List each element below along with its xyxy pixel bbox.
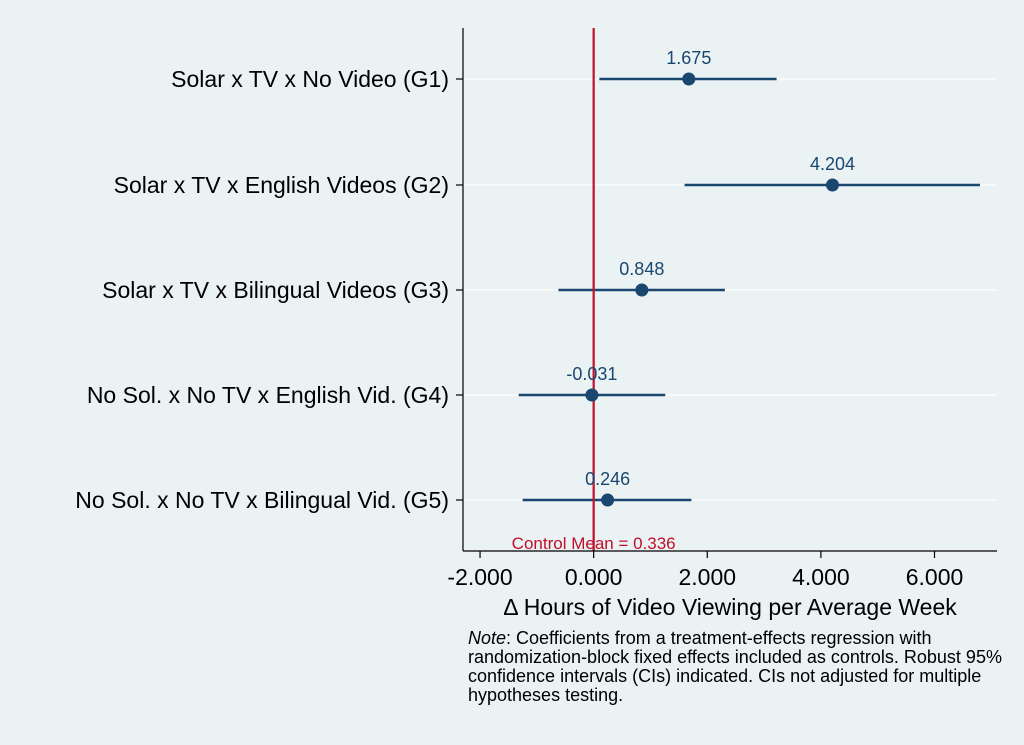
estimate-points <box>585 72 839 507</box>
value-label: 4.204 <box>810 154 855 174</box>
value-label: 0.246 <box>585 469 630 489</box>
estimate-point <box>601 493 615 507</box>
x-tick-label: 6.000 <box>906 564 964 590</box>
estimate-point <box>585 388 599 402</box>
value-label: 1.675 <box>666 48 711 68</box>
estimate-point <box>825 178 839 192</box>
value-label: -0.031 <box>566 364 617 384</box>
category-label: No Sol. x No TV x Bilingual Vid. (G5) <box>75 487 449 513</box>
note-prefix: Note <box>468 628 507 648</box>
note-text: : Coefficients from a treatment-effects … <box>468 628 1002 705</box>
value-labels: 1.675 4.204 0.848 -0.031 0.246 <box>566 48 855 489</box>
x-tick-label: -2.000 <box>447 564 512 590</box>
category-label: Solar x TV x Bilingual Videos (G3) <box>102 277 449 303</box>
category-label: Solar x TV x English Videos (G2) <box>114 172 449 198</box>
category-labels: Solar x TV x No Video (G1) Solar x TV x E… <box>75 66 449 513</box>
grid-lines <box>456 78 997 501</box>
x-axis-title: Δ Hours of Video Viewing per Average Wee… <box>503 594 957 620</box>
x-tick-label: 4.000 <box>792 564 850 590</box>
control-mean-label: Control Mean = 0.336 <box>512 534 676 553</box>
x-tick-labels: -2.000 0.000 2.000 4.000 6.000 <box>447 551 963 590</box>
value-label: 0.848 <box>619 259 664 279</box>
x-tick-label: 0.000 <box>565 564 623 590</box>
category-label: No Sol. x No TV x English Vid. (G4) <box>87 382 449 408</box>
x-tick-label: 2.000 <box>678 564 736 590</box>
axes <box>462 28 997 552</box>
estimate-point <box>682 72 696 86</box>
estimate-point <box>635 283 649 297</box>
chart-note: Note: Coefficients from a treatment-effe… <box>468 629 1018 705</box>
category-label: Solar x TV x No Video (G1) <box>171 66 449 92</box>
